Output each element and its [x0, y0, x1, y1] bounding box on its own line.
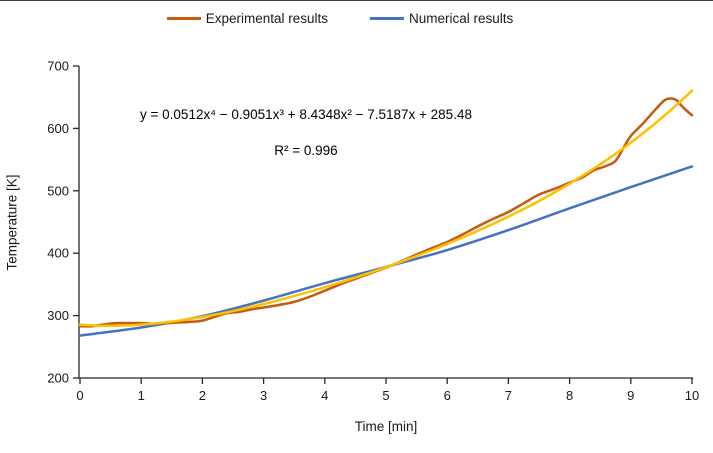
x-tick-label: 10 [685, 388, 699, 403]
trendline-equation: y = 0.0512x⁴ − 0.9051x³ + 8.4348x² − 7.5… [140, 107, 472, 122]
chart-legend: Experimental results Numerical results [0, 11, 680, 26]
legend-label: Experimental results [205, 11, 329, 26]
x-axis-title: Time [min] [354, 419, 418, 434]
y-tick-label: 400 [47, 246, 69, 261]
x-tick-label: 0 [76, 388, 83, 403]
y-tick-label: 500 [47, 183, 69, 198]
y-tick-label: 700 [47, 59, 69, 74]
y-tick-label: 600 [47, 121, 69, 136]
trendline-curve [78, 89, 694, 328]
r-squared-value: R² = 0.996 [274, 143, 338, 158]
numerical-results-line [78, 165, 694, 337]
y-tick-label: 300 [47, 308, 69, 323]
x-tick-label: 4 [321, 388, 328, 403]
x-tick-label: 7 [505, 388, 512, 403]
x-tick-label: 3 [260, 388, 267, 403]
x-tick-label: 6 [444, 388, 451, 403]
x-tick-label: 9 [627, 388, 634, 403]
trendline-annotation: y = 0.0512x⁴ − 0.9051x³ + 8.4348x² − 7.5… [138, 107, 474, 158]
legend-item-experimental: Experimental results [166, 11, 329, 26]
x-tick-label: 2 [199, 388, 206, 403]
x-tick-label: 5 [382, 388, 389, 403]
x-tick-label: 1 [138, 388, 145, 403]
legend-item-numerical: Numerical results [370, 11, 513, 26]
legend-label: Numerical results [409, 11, 514, 26]
x-tick-label: 8 [566, 388, 573, 403]
legend-line-swatch [370, 17, 405, 20]
legend-line-swatch [166, 17, 201, 20]
y-tick-label: 200 [47, 371, 69, 386]
